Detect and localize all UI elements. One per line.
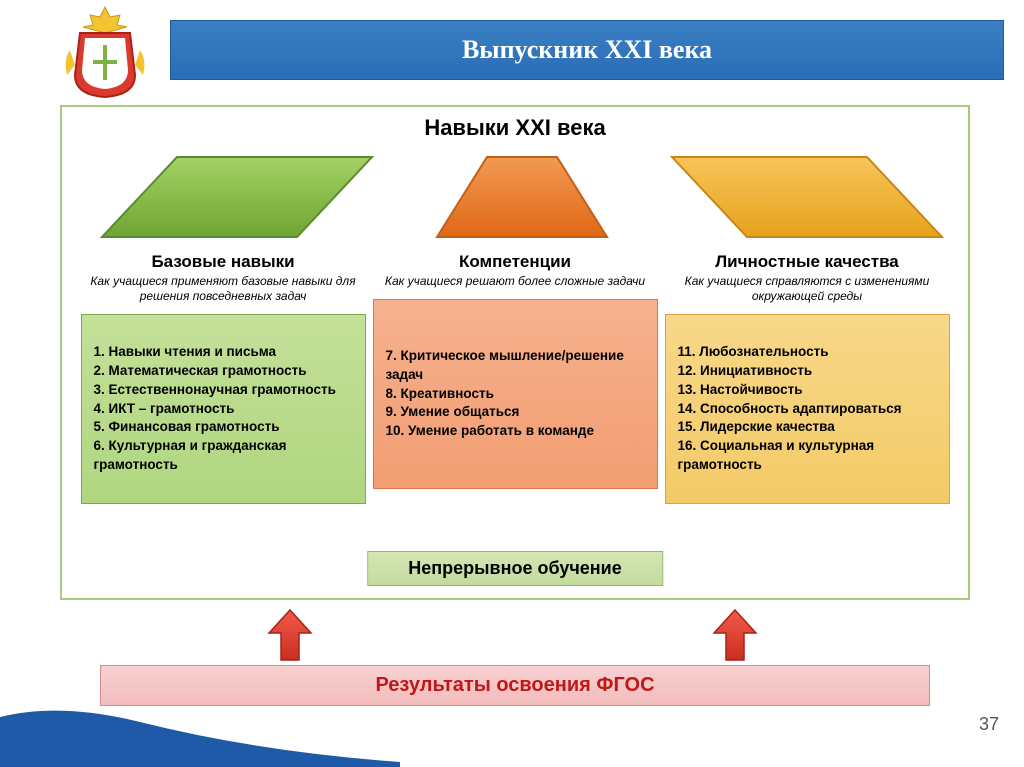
column-items: 11. Любознательность 12. Инициативность …	[678, 343, 937, 475]
parallelogram-yellow-icon	[667, 152, 947, 242]
shapes-row	[62, 152, 968, 247]
column-title: Базовые навыки	[81, 252, 366, 272]
arrow-up-left-icon	[265, 608, 315, 663]
column-title: Компетенции	[373, 252, 658, 272]
emblem-icon	[55, 5, 155, 100]
main-heading: Навыки XXI века	[62, 107, 968, 141]
header-bar: Выпускник XXI века	[170, 20, 1004, 80]
column-items: 7. Критическое мышление/решение задач 8.…	[386, 347, 645, 441]
columns-container: Базовые навыки Как учащиеся применяют ба…	[62, 252, 968, 504]
column-box: 7. Критическое мышление/решение задач 8.…	[373, 299, 658, 489]
column-subtitle: Как учащиеся справляются с изменениями о…	[665, 272, 950, 304]
column-title: Личностные качества	[665, 252, 950, 272]
column-box: 1. Навыки чтения и письма 2. Математичес…	[81, 314, 366, 504]
column-items: 1. Навыки чтения и письма 2. Математичес…	[94, 343, 353, 475]
header-title: Выпускник XXI века	[462, 35, 712, 65]
column-box: 11. Любознательность 12. Инициативность …	[665, 314, 950, 504]
trapezoid-orange-icon	[432, 152, 612, 242]
column-subtitle: Как учащиеся решают более сложные задачи	[373, 272, 658, 289]
continuous-learning-box: Непрерывное обучение	[367, 551, 663, 586]
arrow-up-right-icon	[710, 608, 760, 663]
column-basic-skills: Базовые навыки Как учащиеся применяют ба…	[81, 252, 366, 504]
continuous-learning-label: Непрерывное обучение	[408, 558, 622, 578]
column-personal-qualities: Личностные качества Как учащиеся справля…	[665, 252, 950, 504]
corner-swoosh-icon	[0, 697, 400, 767]
parallelogram-green-icon	[97, 152, 377, 242]
page-number: 37	[979, 714, 999, 735]
results-label: Результаты освоения ФГОС	[375, 674, 654, 696]
main-frame: Навыки XXI века Базовые навыки Как учащи…	[60, 105, 970, 600]
column-competencies: Компетенции Как учащиеся решают более сл…	[373, 252, 658, 504]
column-subtitle: Как учащиеся применяют базовые навыки дл…	[81, 272, 366, 304]
